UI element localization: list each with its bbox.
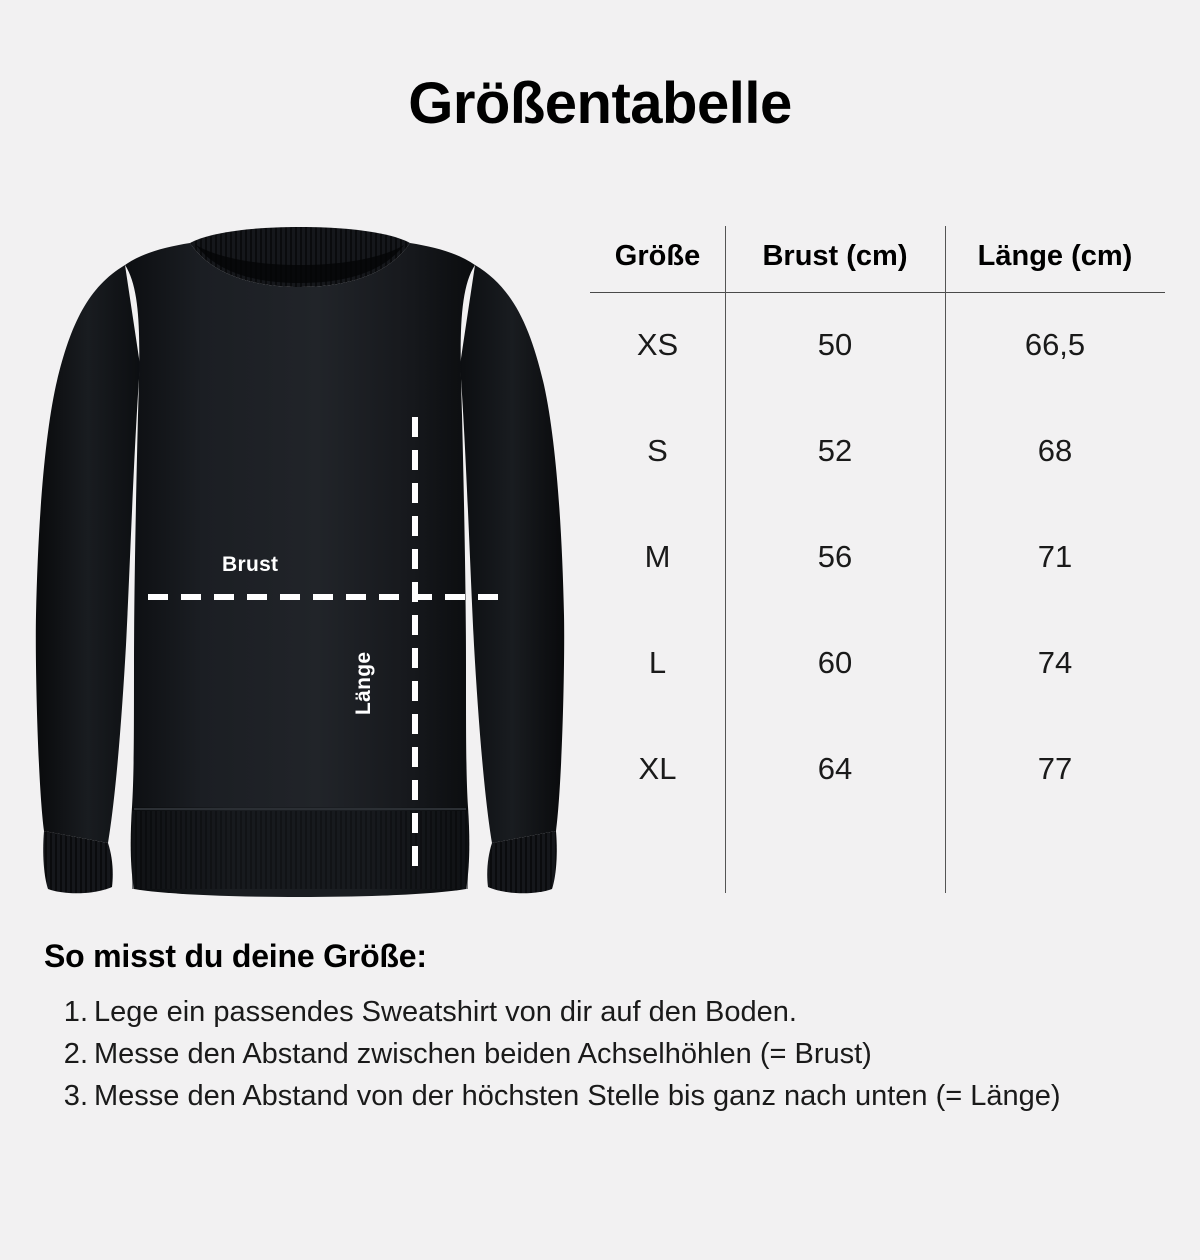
left-cuff (43, 831, 113, 894)
table-row: XS (636, 327, 679, 362)
table-row: XL (638, 751, 677, 786)
list-item: Messe den Abstand von der höchsten Stell… (58, 1075, 1061, 1117)
right-cuff (487, 831, 557, 894)
table-divider-1 (725, 226, 726, 893)
chest-measure-label: Brust (222, 553, 279, 576)
list-item: Messe den Abstand zwischen beiden Achsel… (58, 1033, 872, 1075)
table-row: 56 (817, 539, 853, 574)
table-row: 50 (817, 327, 853, 362)
left-sleeve (35, 265, 140, 843)
table-row: M (644, 539, 671, 574)
table-row: 68 (1037, 433, 1073, 468)
table-row: 66,5 (1024, 327, 1086, 362)
sweatshirt-svg (35, 227, 565, 897)
garment-illustration: Brust Länge (30, 195, 570, 915)
howto-heading: So misst du deine Größe: (44, 938, 427, 974)
right-sleeve (460, 265, 565, 843)
page-title: Größentabelle (408, 71, 792, 136)
collar-inner (196, 245, 404, 283)
howto-section: So misst du deine Größe: Lege ein passen… (44, 938, 1154, 1117)
table-row: S (647, 433, 668, 468)
body (125, 243, 475, 807)
list-item: Lege ein passendes Sweatshirt von dir au… (58, 991, 797, 1033)
table-row: 64 (817, 751, 853, 786)
table-header-length: Länge (cm) (977, 239, 1133, 272)
table-header-chest: Brust (cm) (762, 239, 908, 272)
length-measure-label: Länge (352, 651, 375, 715)
table-header-rule (590, 292, 1165, 293)
howto-list: Lege ein passendes Sweatshirt von dir au… (44, 991, 1154, 1117)
table-row: L (648, 645, 667, 680)
table-header-size: Größe (614, 239, 701, 272)
table-row: 60 (817, 645, 853, 680)
table-divider-2 (945, 226, 946, 893)
size-table: Größe Brust (cm) Länge (cm) XS 50 66,5 S… (590, 220, 1165, 895)
table-row: 74 (1037, 645, 1073, 680)
table-row: 71 (1037, 539, 1073, 574)
table-row: 77 (1037, 751, 1073, 786)
table-row: 52 (817, 433, 853, 468)
